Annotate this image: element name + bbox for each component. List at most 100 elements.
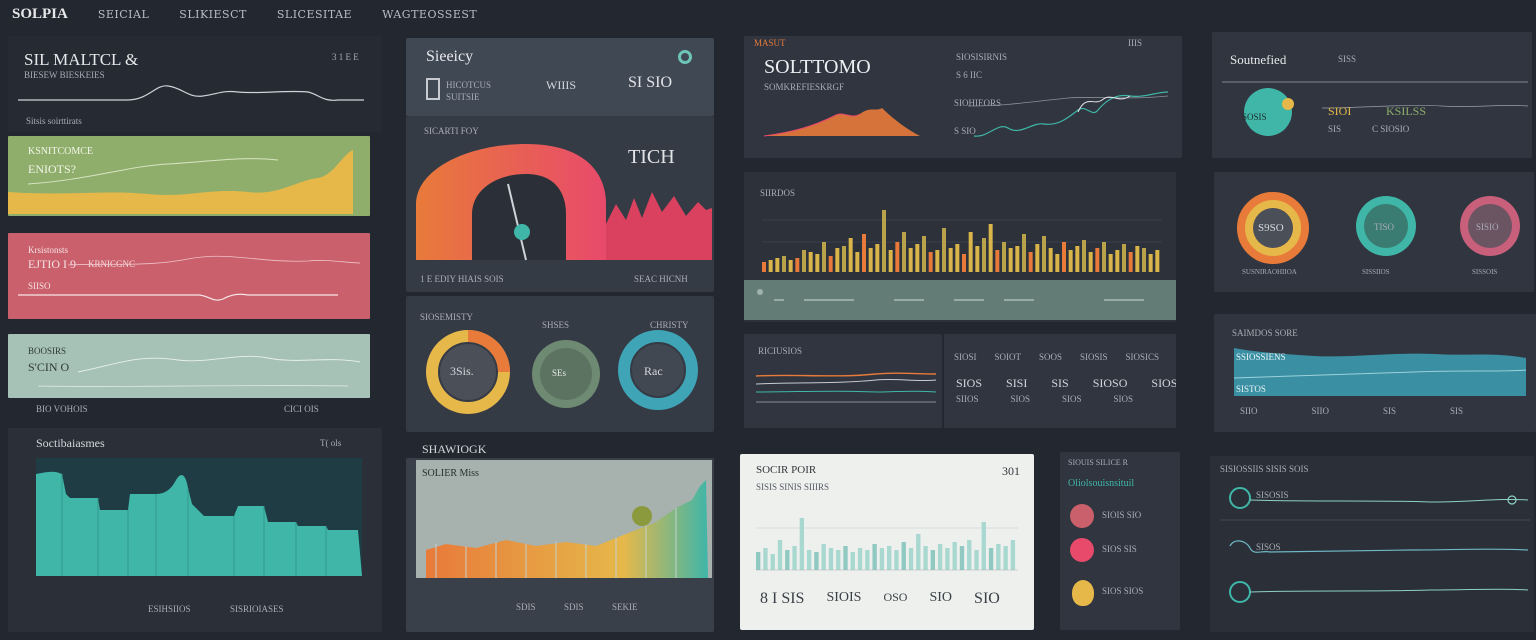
gauge-chart — [416, 144, 712, 261]
col4-lines-panel: SISIOSSIIS SISIS SOIS SISOSIS SISOS — [1210, 456, 1534, 632]
white-bar-28 — [959, 546, 965, 570]
col3-bar-46 — [1068, 250, 1073, 272]
white-bar-35 — [1010, 540, 1016, 570]
col3-bar-37 — [1008, 248, 1013, 272]
col3-bars-title: SIIRDOS — [760, 188, 796, 198]
red-card-title: Krsistonsts — [28, 245, 69, 255]
col2-val2: SI SIO — [628, 74, 673, 91]
nav-item-2[interactable]: SLIKIESCT — [179, 7, 247, 21]
col3-bar-54 — [1122, 244, 1126, 272]
gauge-footer-right: SEAC HICNH — [634, 274, 688, 284]
col3-label-b: S 6 IIC — [956, 70, 983, 80]
col4-val2: KSILSS — [1386, 104, 1427, 118]
ring2-value: SEs — [552, 368, 567, 378]
gauge-footer-left: 1 E EDIY HIAIS SOIS — [420, 274, 504, 284]
white-bar-10 — [828, 548, 834, 570]
white-bar-15 — [865, 550, 870, 570]
table-val-4: SIOSO — [1092, 376, 1128, 390]
col3-bar-36 — [1002, 242, 1006, 272]
col1-subtitle: BIESEW BIESKEIES — [24, 70, 105, 80]
table-col-5: SIOSICS — [1125, 352, 1160, 362]
red-card[interactable]: Krsistonsts EJTIO I 9 KRNICGNC SIISO — [8, 233, 370, 319]
col4-tag: SISS — [1338, 54, 1357, 64]
col3-label-d: S SIO — [954, 126, 976, 136]
red-card-line — [18, 255, 361, 301]
table-col-4: SIOSIS — [1080, 352, 1108, 362]
col4-area-footer-1: SIIO — [1240, 406, 1258, 416]
col3-table-panel: SIOSI SOIOT SOOS SIOSIS SIOSICS SIOS SIS… — [944, 334, 1176, 428]
col3-bar-12 — [842, 246, 846, 272]
doc-icon — [426, 78, 440, 100]
col3-bar-57 — [1142, 248, 1146, 272]
col4-val1: SIOI — [1328, 104, 1352, 118]
col3-bar-1 — [768, 260, 773, 272]
teal-card-line — [37, 355, 361, 388]
list-item-2[interactable]: SIOS SIS — [1102, 544, 1137, 554]
col4-header-panel: SISS Soutnefied SOSIS SIOI KSILSS SIS C … — [1212, 32, 1532, 158]
col1-bars-footer-left: ESIHSIIOS — [148, 604, 191, 614]
col3-bar-59 — [1155, 250, 1160, 272]
brand-logo[interactable]: SOLPIA — [12, 5, 68, 22]
white-bar-7 — [806, 550, 812, 570]
col2-area-f2: SDIS — [564, 602, 584, 612]
col3-bar-56 — [1135, 246, 1140, 272]
white-bar-29 — [967, 540, 972, 570]
white-bar-5 — [792, 546, 797, 570]
col3-bar-27 — [942, 228, 946, 272]
list-item-1[interactable]: SIOIS SIO — [1102, 510, 1142, 520]
col3-tag: MASUT — [754, 38, 786, 48]
teal-card-value: S'CIN O — [28, 360, 70, 374]
col3-bar-40 — [1028, 252, 1033, 272]
col4-area-label: SSIOSSIENS — [1236, 352, 1286, 362]
col1-sparkline — [18, 85, 364, 101]
rings-label3: CHRISTY — [650, 320, 689, 330]
col2-area-f1: SDIS — [516, 602, 536, 612]
col3-list-panel: SIOUIS SILICE R Oliolsouisnsituil SIOIS … — [1060, 452, 1180, 630]
col3-bar-13 — [848, 238, 853, 272]
col3-subtitle: SOMKREFIESKRGF — [764, 82, 845, 92]
col4-blob: SOSIS — [1242, 112, 1267, 122]
col1-bars-title: Soctibaiasmes — [36, 436, 105, 450]
col1-title: SIL MALTCL & — [24, 50, 139, 69]
col4-area-footer-4: SIS — [1450, 406, 1464, 416]
col3-bar-7 — [808, 252, 813, 272]
white-card[interactable]: SOCIR POIR SISIS SINIS SIIIRS 301 8 I SI… — [740, 454, 1034, 630]
list-item-3[interactable]: SIOS SIOS — [1102, 586, 1144, 596]
green-card[interactable]: KSNITCOMCE ENIOTS? — [8, 136, 370, 216]
white-bar-16 — [872, 544, 877, 570]
gauge-icon — [678, 50, 692, 64]
col3-bars — [762, 210, 1162, 272]
col3-label-a: SIOSISIRNIS — [956, 52, 1008, 62]
col3-bar-5 — [795, 258, 800, 272]
col3-bar-4 — [788, 260, 793, 272]
col3-bar-49 — [1088, 252, 1093, 272]
circle3-label: SISSOIS — [1472, 268, 1498, 276]
nav-item-3[interactable]: SLICESITAE — [276, 7, 353, 21]
col3-label-c: SIOHIEORS — [954, 98, 1002, 108]
col3-bar-32 — [975, 246, 980, 272]
white-bar-13 — [850, 552, 855, 570]
circle2-label: SISSIIOS — [1362, 268, 1390, 276]
circle3-value: SISIO — [1476, 222, 1499, 232]
col3-bar-50 — [1095, 248, 1100, 272]
table-val-2: SISI — [1006, 376, 1028, 390]
nav-item-4[interactable]: WAGTEOSSEST — [382, 7, 478, 21]
table-val2-2: SIOS — [1010, 394, 1031, 404]
teal-card[interactable]: BOOSIRS S'CIN O — [8, 334, 370, 398]
red-card-value: EJTIO I 9 — [28, 257, 76, 271]
white-bar-3 — [777, 540, 783, 570]
col3-corner: IIIS — [1128, 38, 1142, 48]
col1-bars-panel: Soctibaiasmes T( ols ESIHSIIOS SISRIOIAS… — [8, 428, 382, 632]
list-icon-3 — [1072, 580, 1094, 606]
list-icon-1 — [1070, 504, 1094, 528]
col3-bar-43 — [1048, 248, 1053, 272]
col4-sub1: SIS — [1328, 124, 1342, 134]
white-bar-33 — [996, 544, 1001, 570]
col3-bar-25 — [928, 252, 933, 272]
col3-bar-45 — [1062, 242, 1066, 272]
col3-bar-35 — [995, 250, 1000, 272]
nav-item-1[interactable]: SEICIAL — [97, 7, 150, 21]
teal-card-title: BOOSIRS — [28, 346, 67, 356]
col3-bar-48 — [1082, 240, 1086, 272]
col3-bar-3 — [782, 256, 786, 272]
